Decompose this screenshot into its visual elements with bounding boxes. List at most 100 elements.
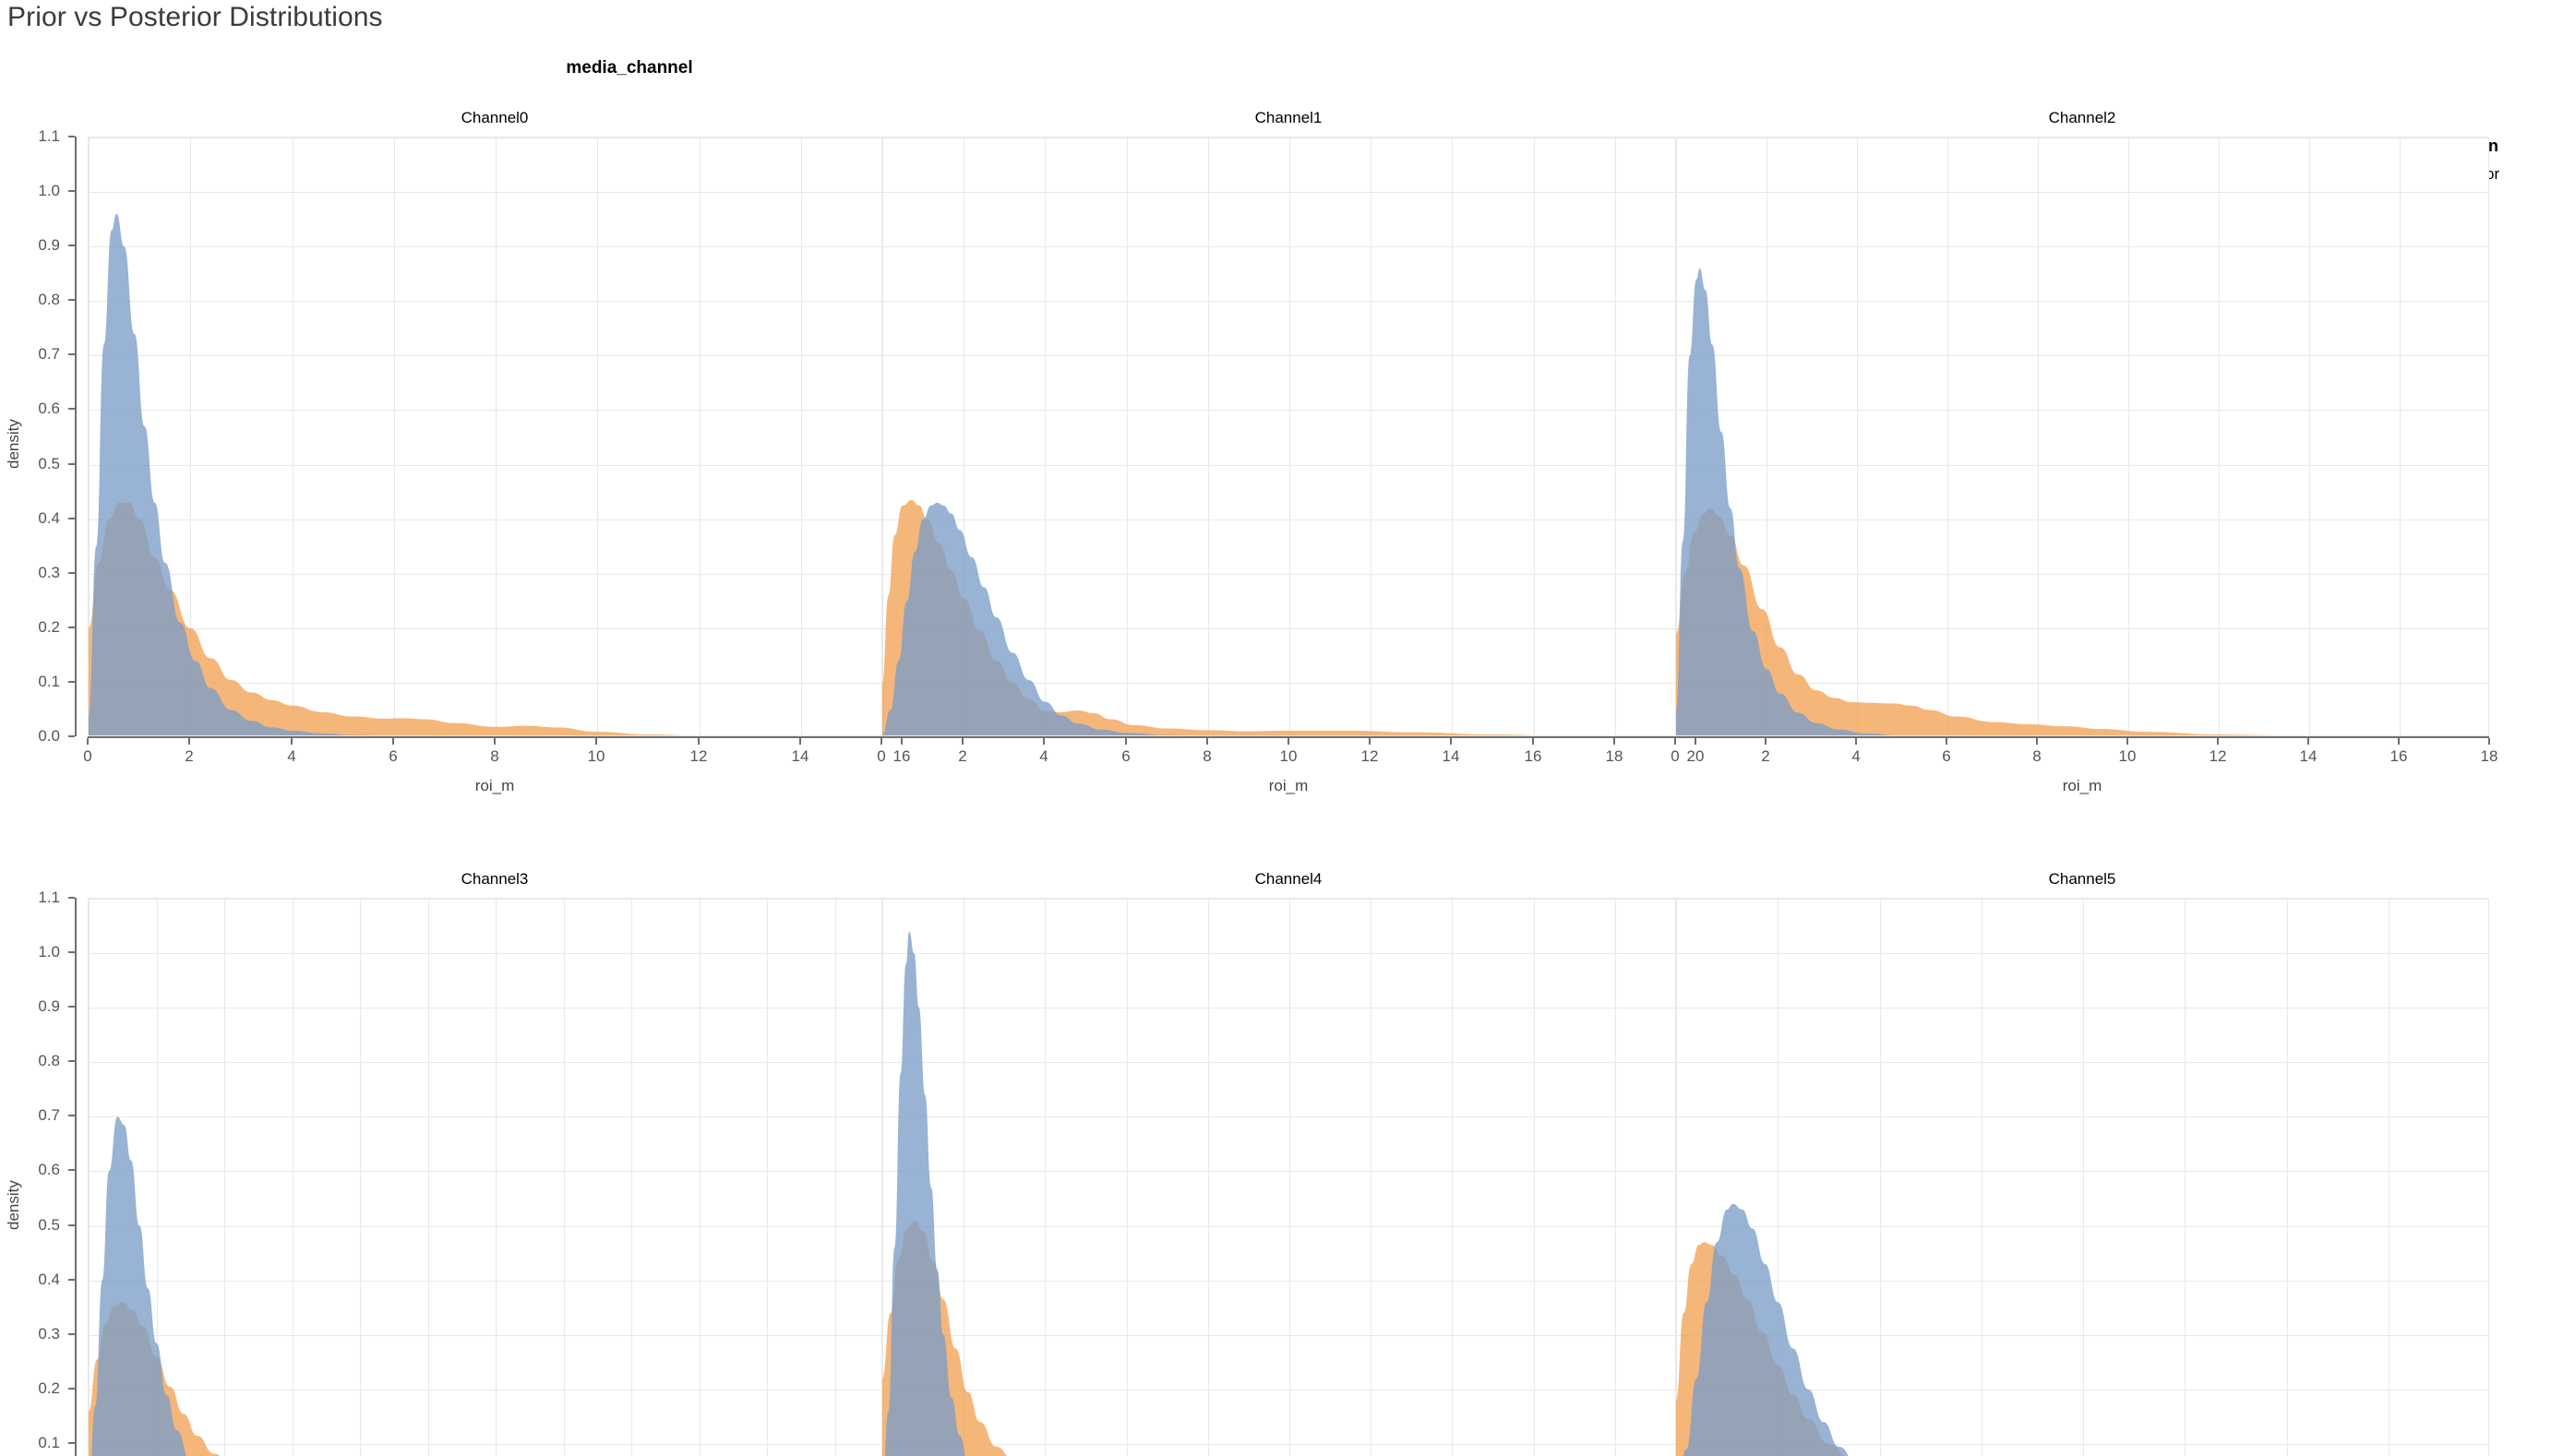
- gridline-vertical: [1045, 137, 1046, 735]
- gridline-vertical: [1534, 137, 1535, 735]
- facet-panel-channel3: Channel30.00.10.20.30.40.50.60.70.80.91.…: [5, 870, 902, 1456]
- gridline-horizontal: [882, 1171, 1695, 1172]
- gridline-horizontal: [882, 574, 1695, 575]
- y-axis-tick-label: 1.0: [38, 943, 60, 961]
- x-axis-title: roi_m: [474, 777, 515, 794]
- x-axis-tick-label: 18: [2480, 747, 2498, 765]
- y-axis-tick: [68, 518, 75, 519]
- y-axis-tick-label: 0.8: [38, 291, 60, 308]
- y-axis-tick-label: 0.8: [38, 1052, 60, 1069]
- y-axis-tick: [68, 1115, 75, 1116]
- x-axis-tick: [1450, 738, 1452, 745]
- gridline-vertical: [1857, 137, 1858, 735]
- gridline-horizontal: [1676, 192, 2488, 193]
- density-curves: [882, 931, 1007, 1456]
- gridline-vertical: [1289, 899, 1290, 1456]
- panel-title-channel3: Channel3: [461, 870, 529, 888]
- gridline-horizontal: [882, 137, 1695, 138]
- gridline-vertical: [496, 899, 497, 1456]
- y-axis-tick-label: 0.5: [38, 455, 60, 472]
- gridline-horizontal: [882, 1444, 1695, 1445]
- x-axis-tick: [2036, 738, 2038, 745]
- plot-area: [88, 898, 902, 1456]
- panel-title-channel2: Channel2: [2048, 109, 2116, 126]
- x-axis-line: [881, 736, 1695, 738]
- x-axis-tick-label: 2: [185, 747, 194, 765]
- density-curves: [89, 1116, 221, 1456]
- x-axis-tick: [494, 738, 496, 745]
- gridline-vertical: [1615, 137, 1616, 735]
- density-area-posterior: [89, 213, 370, 735]
- x-axis-tick-label: 4: [1851, 747, 1861, 765]
- gridline-vertical: [1947, 137, 1948, 735]
- x-axis-title: roi_m: [1268, 777, 1309, 794]
- gridline-horizontal: [882, 246, 1695, 247]
- gridline-horizontal: [1676, 1281, 2488, 1282]
- gridline-horizontal: [882, 1335, 1695, 1336]
- density-curves: [1676, 1203, 1849, 1456]
- x-axis-tick-label: 6: [389, 747, 398, 765]
- gridline-horizontal: [882, 301, 1695, 302]
- y-axis-tick-label: 1.0: [38, 182, 60, 199]
- gridline-horizontal: [89, 410, 901, 411]
- gridline-horizontal: [1676, 953, 2488, 954]
- y-axis-tick-label: 0.6: [38, 400, 60, 417]
- gridline-horizontal: [882, 1281, 1695, 1282]
- x-axis-line: [1675, 736, 2489, 738]
- gridline-horizontal: [1676, 1171, 2488, 1172]
- gridline-horizontal: [882, 1116, 1695, 1117]
- gridline-vertical: [89, 899, 90, 1456]
- x-axis-tick-label: 10: [1279, 747, 1298, 765]
- gridline-vertical: [2309, 137, 2310, 735]
- x-axis-tick: [962, 738, 964, 745]
- density-area-posterior: [1676, 268, 1895, 735]
- y-axis-tick-label: 0.9: [38, 236, 60, 254]
- x-axis-tick: [1287, 738, 1289, 745]
- x-axis-tick-label: 8: [2032, 747, 2042, 765]
- gridline-horizontal: [89, 465, 901, 466]
- facet-panel-channel0: Channel0 0.0 0.1 0.2 0.3 0.4 0.5 0.6 0.7 0.8 0.9 1.…: [5, 109, 910, 794]
- y-axis-tick: [68, 463, 75, 465]
- x-axis-tick-label: 0: [877, 747, 886, 765]
- density-area-posterior: [1683, 1203, 1849, 1456]
- x-axis-tick-label: 6: [1121, 747, 1131, 765]
- gridline-horizontal: [1676, 519, 2488, 520]
- y-axis-tick-label: 0.0: [38, 727, 60, 745]
- plot-area: [881, 898, 1695, 1456]
- gridline-horizontal: [882, 683, 1695, 684]
- x-axis-tick: [1695, 738, 1696, 745]
- x-axis-tick: [2488, 738, 2490, 745]
- y-axis-tick: [68, 951, 75, 953]
- x-axis-tick: [2126, 738, 2128, 745]
- x-axis-tick: [1043, 738, 1045, 745]
- gridline-horizontal: [882, 899, 1695, 900]
- y-axis-tick-label: 0.4: [38, 1271, 60, 1288]
- gridline-horizontal: [1676, 628, 2488, 629]
- x-axis-tick-label: 12: [689, 747, 708, 765]
- gridline-vertical: [1615, 899, 1616, 1456]
- gridline-horizontal: [89, 1226, 901, 1227]
- gridline-horizontal: [89, 1444, 901, 1445]
- gridline-horizontal: [1676, 899, 2488, 900]
- panel-title-channel5: Channel5: [2048, 870, 2116, 888]
- x-axis-tick: [87, 738, 89, 745]
- gridline-horizontal: [89, 137, 901, 138]
- x-axis-tick-label: 0: [1671, 747, 1680, 765]
- x-axis-tick: [291, 738, 293, 745]
- x-axis-tick-label: 16: [2389, 747, 2408, 765]
- gridline-vertical: [1534, 899, 1535, 1456]
- y-axis-tick-label: 0.9: [38, 997, 60, 1015]
- gridline-vertical: [1778, 899, 1779, 1456]
- gridline-horizontal: [89, 1335, 901, 1336]
- y-axis-tick: [68, 1333, 75, 1335]
- x-axis-tick-label: 12: [2209, 747, 2227, 765]
- gridline-vertical: [882, 137, 883, 735]
- y-axis-tick-label: 0.2: [38, 1379, 60, 1397]
- y-axis-tick: [68, 1006, 75, 1008]
- gridline-vertical: [700, 899, 701, 1456]
- x-axis-tick: [1946, 738, 1947, 745]
- y-axis-tick: [68, 1279, 75, 1281]
- x-axis-tick-label: 18: [1605, 747, 1623, 765]
- x-axis-tick-label: 4: [287, 747, 296, 765]
- x-axis-tick: [880, 738, 882, 745]
